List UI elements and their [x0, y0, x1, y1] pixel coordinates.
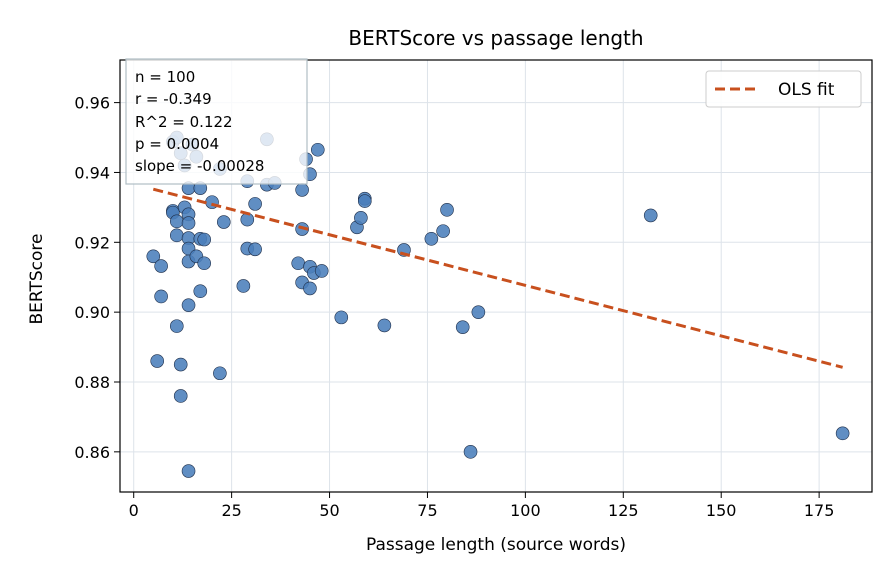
stats-n: n = 100: [135, 68, 195, 86]
data-point: [471, 305, 486, 319]
data-point: [440, 203, 454, 217]
data-point: [377, 318, 392, 333]
x-tick-label: 100: [510, 501, 541, 520]
y-tick-label: 0.96: [74, 94, 110, 113]
data-point: [436, 224, 450, 238]
x-tick-label: 50: [319, 501, 339, 520]
data-point: [197, 256, 212, 271]
data-point: [169, 214, 184, 229]
y-tick-label: 0.94: [74, 163, 110, 182]
legend-fit-label: OLS fit: [778, 80, 835, 100]
data-point: [357, 194, 372, 208]
stats-box: n = 100 r = -0.349 R^2 = 0.122 p = 0.000…: [125, 58, 308, 185]
y-tick-label: 0.90: [74, 303, 110, 322]
data-point: [169, 319, 184, 333]
x-tick-label: 125: [608, 501, 639, 520]
data-point: [213, 366, 227, 381]
x-tick-label: 75: [417, 501, 437, 520]
stats-r-squared: R^2 = 0.122: [135, 113, 233, 131]
ols-fit-line: [152, 187, 844, 369]
x-tick-label: 150: [706, 501, 737, 520]
data-point: [150, 354, 165, 368]
data-point: [291, 256, 306, 271]
y-tick-label: 0.92: [74, 233, 110, 252]
data-point: [181, 216, 196, 230]
data-point: [295, 183, 309, 197]
data-point: [181, 298, 196, 312]
y-axis-label: BERTScore: [27, 234, 47, 325]
data-point: [169, 228, 184, 243]
x-tick-label: 25: [221, 501, 241, 520]
legend: OLS fit: [705, 70, 862, 108]
data-point: [216, 215, 231, 229]
data-point: [154, 289, 168, 304]
legend-frame: [705, 70, 862, 108]
x-tick-label: 175: [804, 501, 835, 520]
data-point: [197, 232, 212, 247]
data-point: [424, 232, 439, 246]
data-point: [173, 357, 188, 372]
data-point: [248, 197, 262, 211]
stats-p-value: p = 0.0004: [135, 135, 219, 153]
data-point: [463, 445, 478, 459]
y-tick-label: 0.88: [74, 373, 110, 392]
stats-slope: slope = -0.00028: [135, 157, 264, 175]
data-point: [193, 284, 208, 298]
y-axis: 0.86 0.88 0.90 0.92 0.94 0.96: [74, 94, 120, 462]
data-point: [354, 211, 368, 225]
x-axis: 0 25 50 75 100 125 150 175: [129, 492, 835, 520]
data-point: [236, 279, 251, 293]
stats-r: r = -0.349: [135, 90, 212, 108]
fit-line-group: [152, 187, 844, 369]
data-point: [173, 389, 188, 403]
data-point: [455, 320, 470, 334]
chart-title: BERTScore vs passage length: [348, 26, 643, 50]
plot-frame: [119, 59, 873, 493]
data-point: [181, 464, 196, 478]
data-point: [146, 249, 161, 264]
x-axis-label: Passage length (source words): [366, 535, 626, 555]
data-point: [154, 259, 168, 273]
data-point: [248, 242, 262, 257]
data-point: [303, 281, 317, 296]
data-point: [314, 264, 329, 278]
data-point: [835, 426, 850, 441]
data-point: [310, 142, 325, 157]
data-point: [643, 208, 658, 223]
stats-box-frame: [125, 58, 308, 185]
y-tick-label: 0.86: [74, 443, 110, 462]
x-tick-label: 0: [129, 501, 139, 520]
data-point: [334, 310, 349, 325]
